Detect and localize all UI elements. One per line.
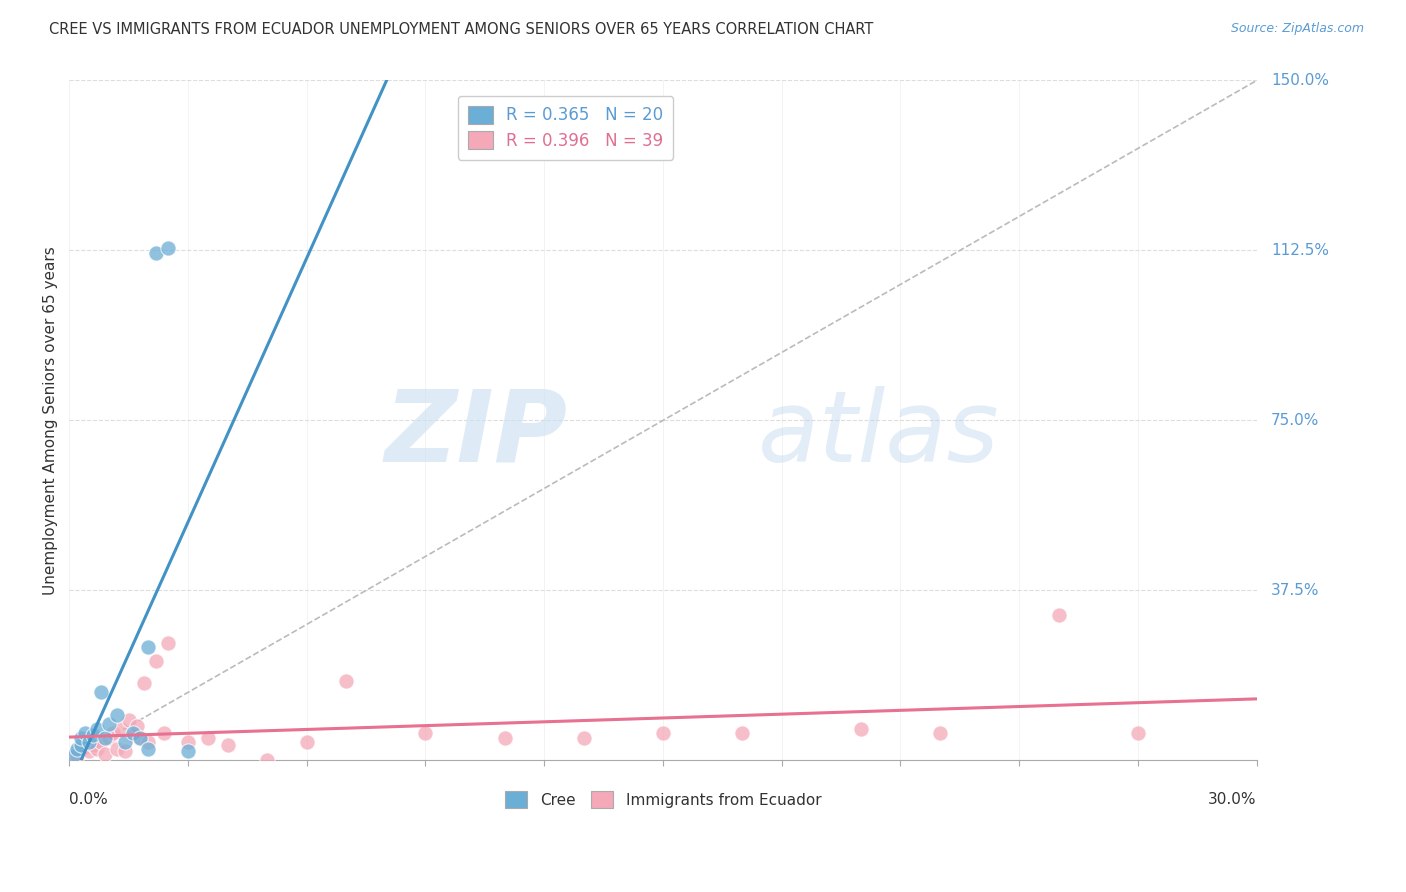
Point	[929, 726, 952, 740]
Point	[75, 726, 97, 740]
Point	[82, 738, 104, 752]
Point	[94, 747, 117, 761]
Point	[134, 676, 156, 690]
Point	[849, 722, 872, 736]
Text: 30.0%: 30.0%	[1208, 792, 1257, 807]
Legend: Cree, Immigrants from Ecuador: Cree, Immigrants from Ecuador	[499, 785, 828, 814]
Point	[77, 744, 100, 758]
Text: CREE VS IMMIGRANTS FROM ECUADOR UNEMPLOYMENT AMONG SENIORS OVER 65 YEARS CORRELA: CREE VS IMMIGRANTS FROM ECUADOR UNEMPLOY…	[49, 22, 873, 37]
Point	[94, 731, 117, 745]
Point	[652, 726, 675, 740]
Text: 0.0%: 0.0%	[69, 792, 108, 807]
Point	[138, 640, 160, 654]
Point	[197, 731, 219, 745]
Point	[70, 731, 93, 745]
Point	[145, 654, 167, 668]
Point	[97, 731, 120, 745]
Point	[117, 713, 139, 727]
Point	[157, 241, 180, 255]
Point	[101, 726, 124, 740]
Point	[129, 731, 152, 745]
Text: 37.5%: 37.5%	[1271, 582, 1319, 598]
Point	[415, 726, 437, 740]
Point	[256, 753, 278, 767]
Point	[731, 726, 754, 740]
Point	[335, 674, 357, 689]
Text: 150.0%: 150.0%	[1271, 73, 1329, 88]
Point	[77, 735, 100, 749]
Point	[1047, 608, 1070, 623]
Point	[129, 731, 152, 745]
Point	[97, 717, 120, 731]
Point	[114, 735, 136, 749]
Text: ZIP: ZIP	[385, 385, 568, 483]
Point	[157, 635, 180, 649]
Point	[70, 742, 93, 756]
Point	[145, 245, 167, 260]
Point	[70, 738, 93, 752]
Point	[494, 731, 516, 745]
Point	[82, 728, 104, 742]
Text: 112.5%: 112.5%	[1271, 243, 1329, 258]
Point	[86, 742, 108, 756]
Point	[121, 726, 143, 740]
Point	[138, 735, 160, 749]
Point	[86, 722, 108, 736]
Point	[66, 748, 89, 763]
Point	[62, 747, 84, 761]
Point	[125, 719, 148, 733]
Point	[66, 742, 89, 756]
Text: 75.0%: 75.0%	[1271, 413, 1319, 428]
Point	[114, 744, 136, 758]
Point	[90, 735, 112, 749]
Point	[217, 738, 239, 752]
Point	[110, 722, 132, 736]
Point	[153, 726, 176, 740]
Point	[62, 748, 84, 763]
Text: atlas: atlas	[758, 385, 1000, 483]
Text: Source: ZipAtlas.com: Source: ZipAtlas.com	[1230, 22, 1364, 36]
Point	[1126, 726, 1149, 740]
Point	[177, 744, 200, 758]
Point	[66, 744, 89, 758]
Point	[90, 685, 112, 699]
Y-axis label: Unemployment Among Seniors over 65 years: Unemployment Among Seniors over 65 years	[44, 246, 58, 595]
Point	[572, 731, 595, 745]
Point	[75, 739, 97, 754]
Point	[121, 728, 143, 742]
Point	[295, 735, 318, 749]
Point	[177, 735, 200, 749]
Point	[138, 742, 160, 756]
Point	[105, 742, 128, 756]
Point	[105, 708, 128, 723]
